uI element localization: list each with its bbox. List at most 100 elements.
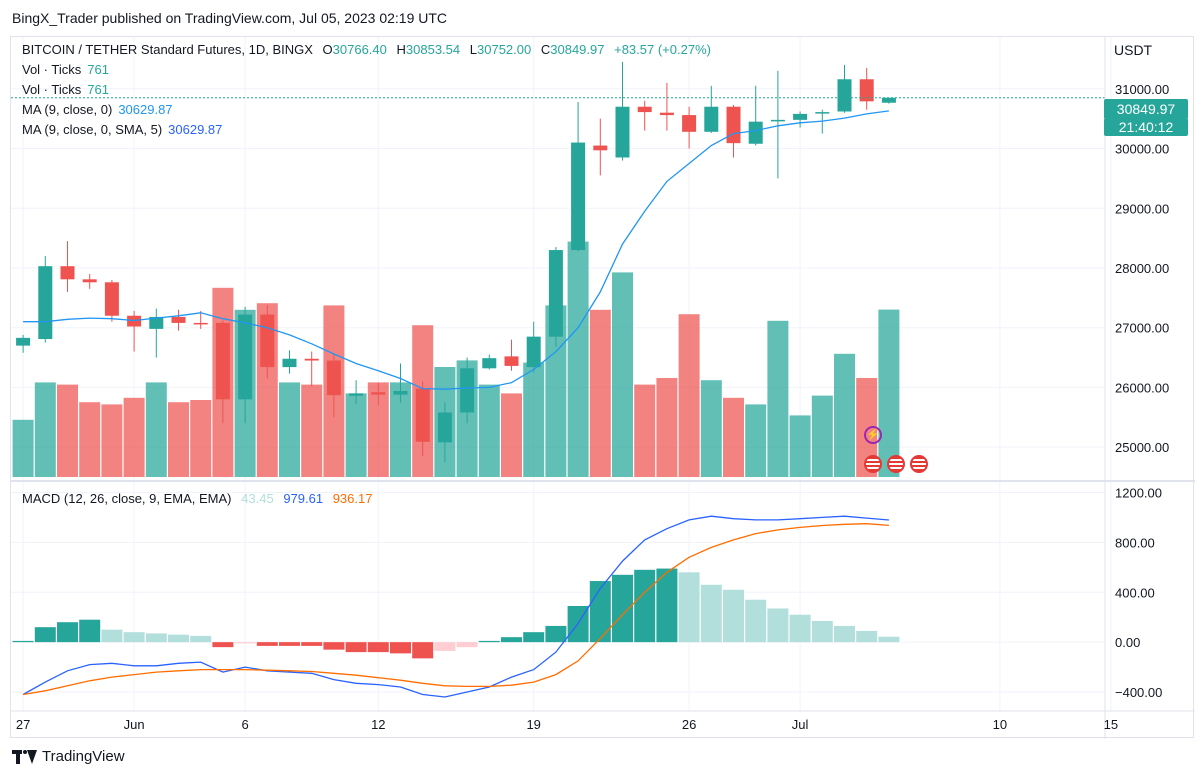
ohlc-high: H30853.54: [396, 42, 461, 57]
candle-body: [326, 360, 341, 396]
us-flag-icon[interactable]: [864, 455, 882, 473]
macd-hist-bar: [345, 642, 367, 653]
lightning-icon[interactable]: ⚡: [864, 426, 882, 444]
candle-body: [859, 79, 874, 102]
candle-body: [104, 282, 119, 316]
volume-bar: [101, 404, 123, 477]
price-tick-label: 25000.00: [1115, 440, 1169, 455]
macd-hist-bar: [589, 581, 611, 643]
candle-body: [415, 388, 430, 442]
volume-bar: [390, 382, 411, 477]
time-axis: 27 Jun 6 12 19 26 Jul 10 15: [16, 717, 1118, 732]
macd-hist-bar: [878, 636, 900, 643]
ohlc-change: +83.57 (+0.27%): [614, 42, 711, 57]
candle-body: [615, 106, 630, 158]
macd-hist-bar: [834, 625, 855, 643]
price-tick-label: 30000.00: [1115, 142, 1169, 157]
macd-hist-bar: [256, 642, 278, 646]
macd-hist-bar: [501, 637, 522, 643]
vol-label-2[interactable]: Vol · Ticks: [22, 82, 82, 97]
macd-tick-label: 0.00: [1115, 635, 1140, 650]
volume-bar: [656, 378, 678, 477]
time-tick-label: 6: [241, 717, 248, 732]
volume-bar: [301, 384, 323, 477]
candle-body: [304, 358, 319, 361]
candle-body: [637, 106, 652, 113]
ma-label-1[interactable]: MA (9, close, 0): [22, 102, 113, 117]
macd-hist-bar: [545, 625, 567, 643]
macd-histogram: [12, 568, 900, 659]
macd-hist-bar: [767, 608, 789, 643]
macd-axis: 1200.00 800.00 400.00 0.00 −400.00: [1115, 485, 1162, 700]
candle-body: [482, 358, 497, 369]
ma-value-2: 30629.87: [168, 122, 223, 137]
vol-legend-2[interactable]: Vol · Ticks 761: [22, 80, 115, 100]
macd-line-value: 979.61: [283, 491, 324, 506]
macd-hist-bar: [523, 632, 545, 643]
vol-label-1[interactable]: Vol · Ticks: [22, 62, 82, 77]
ma-legend-2[interactable]: MA (9, close, 0, SMA, 5) 30629.87: [22, 120, 228, 140]
chart-canvas[interactable]: 31000.00 30000.00 29000.00 28000.00 27000.00…: [11, 37, 1195, 739]
currency-label[interactable]: USDT: [1114, 42, 1153, 58]
volume-bar: [523, 362, 545, 477]
candle-body: [682, 115, 697, 132]
macd-hist-bar: [234, 642, 256, 644]
volume-bar: [190, 400, 212, 477]
macd-tick-label: 800.00: [1115, 535, 1155, 550]
time-tick-label: 19: [526, 717, 540, 732]
volume-bar: [834, 353, 855, 477]
candle-body: [460, 368, 475, 413]
ma-legend-1[interactable]: MA (9, close, 0) 30629.87: [22, 100, 179, 120]
volume-bar: [634, 384, 656, 477]
volume-bar: [745, 404, 767, 477]
macd-hist-bar: [434, 642, 456, 651]
last-price-badge: 30849.97: [1104, 99, 1188, 119]
volume-bar: [501, 393, 522, 477]
macd-hist-bar: [656, 568, 678, 643]
volume-bar: [767, 320, 789, 477]
us-flag-icon[interactable]: [887, 455, 905, 473]
ohlc-close: C30849.97: [540, 42, 605, 57]
volume-bar: [123, 397, 145, 477]
candle-body: [659, 112, 674, 116]
volume-bar: [367, 382, 389, 477]
candle-body: [815, 112, 830, 114]
candle-body: [16, 337, 31, 346]
price-axis: 31000.00 30000.00 29000.00 28000.00 27000.00…: [1115, 82, 1169, 455]
candle-body: [282, 358, 297, 368]
candle-body: [82, 279, 97, 283]
candle-body: [548, 250, 563, 337]
publish-line: BingX_Trader published on TradingView.co…: [12, 10, 448, 26]
candle-body: [393, 391, 408, 395]
macd-legend[interactable]: MACD (12, 26, close, 9, EMA, EMA) 43.45 …: [22, 489, 378, 509]
macd-hist-bar: [101, 629, 123, 643]
macd-hist-bar: [168, 634, 189, 643]
macd-hist-bar: [700, 584, 722, 643]
footer-brand[interactable]: TradingView: [12, 748, 125, 765]
time-tick-label: 27: [16, 717, 30, 732]
us-flag-icon[interactable]: [910, 455, 928, 473]
macd-hist-bar: [12, 640, 34, 643]
macd-hist-bar: [678, 572, 700, 643]
symbol-legend[interactable]: BITCOIN / TETHER Standard Futures, 1D, B…: [22, 40, 717, 60]
volume-bar: [723, 397, 744, 477]
candle-body: [60, 266, 75, 280]
macd-hist-bar: [123, 632, 145, 643]
price-tick-label: 26000.00: [1115, 380, 1169, 395]
macd-hist-bar: [323, 642, 345, 650]
candle-body: [171, 316, 186, 323]
volume-bar: [612, 272, 633, 477]
candle-body: [793, 113, 808, 120]
macd-label[interactable]: MACD (12, 26, close, 9, EMA, EMA): [22, 491, 232, 506]
time-tick-label: 10: [993, 717, 1007, 732]
time-tick-label: 15: [1104, 717, 1118, 732]
chart-frame[interactable]: 31000.00 30000.00 29000.00 28000.00 27000.00…: [10, 36, 1195, 739]
macd-hist-bar: [190, 635, 212, 643]
symbol-name[interactable]: BITCOIN / TETHER Standard Futures, 1D, B…: [22, 42, 313, 57]
vol-legend-1[interactable]: Vol · Ticks 761: [22, 60, 115, 80]
macd-hist-bar: [856, 630, 878, 643]
ma-line: [23, 110, 889, 390]
ma-value-1: 30629.87: [118, 102, 173, 117]
ma-label-2[interactable]: MA (9, close, 0, SMA, 5): [22, 122, 163, 137]
candle-body: [726, 106, 741, 144]
